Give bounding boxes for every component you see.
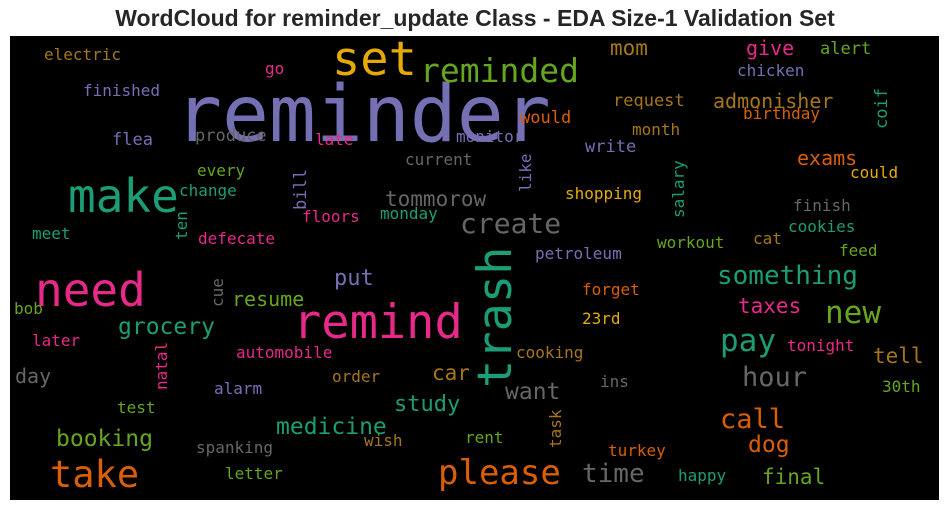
- word-birthday: birthday: [743, 104, 821, 123]
- word-meet: meet: [32, 224, 71, 243]
- word-cooking: cooking: [516, 343, 584, 362]
- word-change: change: [179, 181, 237, 200]
- word-dog: dog: [748, 432, 790, 458]
- word-tommorow: tommorow: [385, 187, 487, 211]
- word-reminded: reminded: [420, 51, 579, 90]
- word-monitor: monitor: [456, 127, 524, 146]
- word-automobile: automobile: [236, 343, 333, 362]
- word-ten: ten: [172, 211, 191, 240]
- word-30th: 30th: [882, 377, 921, 396]
- word-monday: monday: [380, 204, 438, 223]
- word-coif: coif: [872, 88, 892, 129]
- word-month: month: [632, 120, 681, 139]
- word-put: put: [334, 266, 374, 291]
- word-day: day: [15, 364, 52, 388]
- word-bill: bill: [291, 169, 311, 210]
- word-later: later: [32, 331, 81, 350]
- word-forget: forget: [582, 280, 640, 299]
- word-petroleum: petroleum: [535, 244, 622, 263]
- word-go: go: [265, 59, 285, 78]
- word-request: request: [613, 91, 685, 111]
- word-exams: exams: [797, 146, 858, 170]
- word-bob: bob: [14, 299, 43, 318]
- word-wish: wish: [364, 431, 403, 450]
- word-make: make: [68, 169, 179, 223]
- word-something: something: [717, 261, 858, 291]
- word-grocery: grocery: [118, 314, 215, 340]
- word-remind: remind: [293, 295, 463, 350]
- word-rent: rent: [465, 428, 504, 447]
- word-study: study: [394, 392, 461, 417]
- word-set: set: [332, 36, 417, 87]
- word-electric: electric: [44, 45, 122, 64]
- word-23rd: 23rd: [582, 309, 621, 328]
- word-current: current: [405, 150, 473, 169]
- word-chicken: chicken: [737, 61, 805, 80]
- word-late: late: [315, 130, 354, 149]
- word-task: task: [546, 409, 565, 448]
- word-ins: ins: [600, 372, 629, 391]
- word-cat: cat: [753, 229, 782, 248]
- word-write: write: [585, 137, 637, 157]
- word-pay: pay: [720, 323, 776, 359]
- word-need: need: [35, 263, 146, 317]
- word-would: would: [520, 108, 572, 128]
- word-finish: finish: [793, 196, 851, 215]
- word-defecate: defecate: [198, 229, 276, 248]
- chart-title: WordCloud for reminder_update Class - ED…: [115, 5, 835, 31]
- word-produce: produce: [195, 126, 267, 146]
- word-natal: natal: [152, 341, 171, 390]
- word-give: give: [746, 36, 795, 60]
- word-medicine: medicine: [276, 414, 387, 440]
- word-call: call: [720, 404, 786, 435]
- word-please: please: [438, 453, 561, 493]
- wordcloud-canvas: reminder set reminded make need remind trash ta…: [10, 36, 939, 500]
- word-resume: resume: [232, 287, 305, 311]
- word-test: test: [117, 398, 156, 417]
- word-take: take: [50, 453, 140, 496]
- word-time: time: [582, 459, 645, 489]
- word-want: want: [505, 379, 561, 405]
- word-car: car: [432, 361, 470, 385]
- word-cookies: cookies: [788, 217, 856, 236]
- word-floors: floors: [302, 207, 360, 226]
- word-like: like: [516, 153, 535, 192]
- word-alarm: alarm: [214, 379, 263, 398]
- word-order: order: [332, 367, 381, 386]
- word-alert: alert: [820, 39, 872, 59]
- word-feed: feed: [839, 241, 878, 260]
- word-tell: tell: [873, 344, 924, 368]
- word-final: final: [762, 465, 826, 489]
- word-every: every: [197, 161, 246, 180]
- word-spanking: spanking: [196, 438, 274, 457]
- word-mom: mom: [610, 36, 648, 60]
- word-turkey: turkey: [608, 441, 666, 460]
- word-booking: booking: [56, 426, 153, 452]
- word-finished: finished: [83, 81, 161, 100]
- word-letter: letter: [225, 464, 283, 483]
- word-tonight: tonight: [787, 336, 855, 355]
- word-admonisher: admonisher: [713, 89, 834, 113]
- word-new: new: [825, 295, 881, 331]
- word-create: create: [460, 207, 562, 240]
- word-could: could: [850, 163, 899, 182]
- word-happy: happy: [678, 466, 727, 485]
- word-flea: flea: [112, 130, 153, 150]
- word-workout: workout: [657, 233, 725, 252]
- word-reminder: reminder: [175, 70, 551, 160]
- word-trash: trash: [468, 246, 523, 388]
- word-shopping: shopping: [565, 184, 643, 203]
- word-taxes: taxes: [738, 294, 802, 318]
- word-hour: hour: [742, 362, 808, 393]
- word-cue: cue: [208, 278, 227, 307]
- word-salary: salary: [669, 160, 688, 218]
